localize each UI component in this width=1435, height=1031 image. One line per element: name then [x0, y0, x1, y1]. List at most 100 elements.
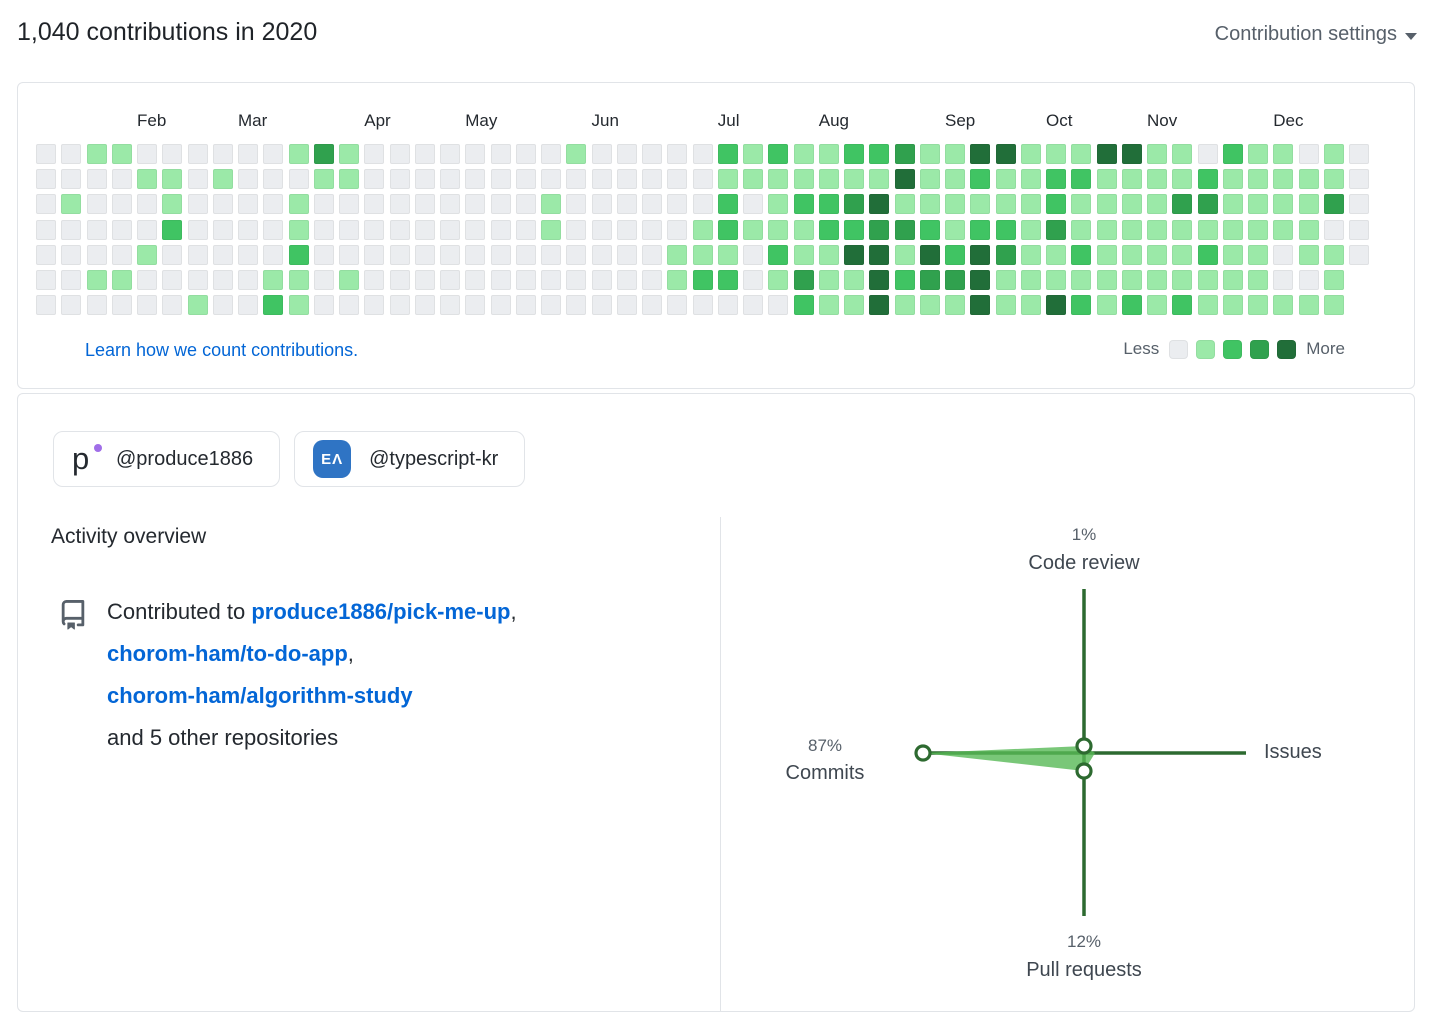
contribution-day-cell[interactable]	[970, 169, 991, 190]
contribution-day-cell[interactable]	[945, 269, 965, 290]
contribution-day-cell[interactable]	[61, 244, 82, 265]
contribution-day-cell[interactable]	[1248, 144, 1268, 164]
contribution-day-cell[interactable]	[1172, 169, 1193, 190]
contribution-day-cell[interactable]	[1248, 219, 1268, 240]
contribution-day-cell[interactable]	[212, 219, 233, 240]
contribution-day-cell[interactable]	[768, 244, 789, 265]
contribution-day-cell[interactable]	[591, 219, 612, 240]
contribution-day-cell[interactable]	[1046, 269, 1066, 290]
contribution-day-cell[interactable]	[86, 269, 107, 290]
contribution-day-cell[interactable]	[541, 194, 561, 215]
org-badge-produce1886[interactable]: p @produce1886	[53, 431, 281, 487]
contribution-day-cell[interactable]	[515, 194, 536, 215]
repo-link-algorithm-study[interactable]: chorom-ham/algorithm-study	[107, 683, 413, 708]
contribution-day-cell[interactable]	[642, 169, 662, 190]
contribution-day-cell[interactable]	[288, 194, 309, 215]
contribution-day-cell[interactable]	[1172, 219, 1193, 240]
contribution-day-cell[interactable]	[616, 269, 637, 290]
contribution-day-cell[interactable]	[187, 144, 208, 164]
contribution-day-cell[interactable]	[1323, 169, 1344, 190]
contribution-day-cell[interactable]	[768, 295, 789, 316]
contribution-day-cell[interactable]	[793, 244, 814, 265]
contribution-day-cell[interactable]	[465, 144, 486, 164]
contribution-day-cell[interactable]	[970, 295, 991, 316]
contribution-day-cell[interactable]	[1020, 144, 1041, 164]
contribution-day-cell[interactable]	[465, 269, 486, 290]
contribution-day-cell[interactable]	[61, 144, 82, 164]
contribution-day-cell[interactable]	[1298, 244, 1319, 265]
contribution-day-cell[interactable]	[1323, 244, 1344, 265]
contribution-day-cell[interactable]	[111, 269, 132, 290]
contribution-day-cell[interactable]	[717, 219, 738, 240]
contribution-day-cell[interactable]	[1121, 194, 1142, 215]
contribution-day-cell[interactable]	[869, 295, 890, 316]
contribution-day-cell[interactable]	[111, 295, 132, 316]
contribution-day-cell[interactable]	[692, 169, 713, 190]
contribution-day-cell[interactable]	[1121, 244, 1142, 265]
contribution-day-cell[interactable]	[566, 244, 587, 265]
contribution-day-cell[interactable]	[36, 194, 56, 215]
contribution-day-cell[interactable]	[1096, 169, 1117, 190]
contribution-day-cell[interactable]	[1273, 144, 1294, 164]
contribution-day-cell[interactable]	[692, 244, 713, 265]
contribution-day-cell[interactable]	[945, 194, 965, 215]
contribution-day-cell[interactable]	[995, 244, 1016, 265]
contribution-day-cell[interactable]	[1349, 194, 1369, 215]
org-badge-typescript-kr[interactable]: EΛ @typescript-kr	[294, 431, 526, 487]
contribution-day-cell[interactable]	[364, 169, 385, 190]
contribution-day-cell[interactable]	[818, 269, 839, 290]
contribution-day-cell[interactable]	[1349, 169, 1369, 190]
contribution-day-cell[interactable]	[212, 169, 233, 190]
contribution-day-cell[interactable]	[1071, 295, 1092, 316]
contribution-day-cell[interactable]	[1046, 169, 1066, 190]
contribution-day-cell[interactable]	[1298, 295, 1319, 316]
contribution-day-cell[interactable]	[818, 169, 839, 190]
contribution-day-cell[interactable]	[187, 295, 208, 316]
contribution-day-cell[interactable]	[616, 194, 637, 215]
contribution-day-cell[interactable]	[440, 244, 460, 265]
contribution-day-cell[interactable]	[869, 169, 890, 190]
contribution-day-cell[interactable]	[970, 269, 991, 290]
contribution-day-cell[interactable]	[86, 244, 107, 265]
contribution-day-cell[interactable]	[743, 169, 763, 190]
contribution-day-cell[interactable]	[667, 144, 688, 164]
contribution-day-cell[interactable]	[1273, 244, 1294, 265]
contribution-day-cell[interactable]	[490, 194, 511, 215]
contribution-day-cell[interactable]	[339, 194, 359, 215]
contribution-day-cell[interactable]	[288, 269, 309, 290]
contribution-day-cell[interactable]	[616, 169, 637, 190]
contribution-day-cell[interactable]	[111, 169, 132, 190]
contribution-day-cell[interactable]	[187, 169, 208, 190]
contribution-day-cell[interactable]	[743, 219, 763, 240]
contribution-day-cell[interactable]	[1071, 169, 1092, 190]
contribution-day-cell[interactable]	[313, 219, 334, 240]
contribution-day-cell[interactable]	[642, 194, 662, 215]
contribution-day-cell[interactable]	[793, 144, 814, 164]
contribution-day-cell[interactable]	[137, 219, 157, 240]
contribution-day-cell[interactable]	[263, 169, 284, 190]
contribution-day-cell[interactable]	[1222, 144, 1243, 164]
contribution-day-cell[interactable]	[36, 295, 56, 316]
contribution-day-cell[interactable]	[1046, 244, 1066, 265]
contribution-day-cell[interactable]	[389, 169, 410, 190]
contribution-day-cell[interactable]	[1020, 219, 1041, 240]
contribution-day-cell[interactable]	[1046, 219, 1066, 240]
contribution-day-cell[interactable]	[137, 169, 157, 190]
contribution-day-cell[interactable]	[970, 244, 991, 265]
contribution-day-cell[interactable]	[263, 269, 284, 290]
contribution-day-cell[interactable]	[339, 169, 359, 190]
contribution-day-cell[interactable]	[1096, 194, 1117, 215]
contribution-day-cell[interactable]	[162, 219, 183, 240]
contribution-day-cell[interactable]	[970, 219, 991, 240]
contribution-day-cell[interactable]	[1298, 219, 1319, 240]
contribution-day-cell[interactable]	[1020, 169, 1041, 190]
contribution-day-cell[interactable]	[945, 244, 965, 265]
contribution-day-cell[interactable]	[995, 169, 1016, 190]
contribution-day-cell[interactable]	[313, 144, 334, 164]
contribution-day-cell[interactable]	[440, 219, 460, 240]
contribution-day-cell[interactable]	[212, 295, 233, 316]
contribution-day-cell[interactable]	[1248, 169, 1268, 190]
contribution-day-cell[interactable]	[642, 269, 662, 290]
contribution-day-cell[interactable]	[111, 194, 132, 215]
contribution-day-cell[interactable]	[389, 295, 410, 316]
